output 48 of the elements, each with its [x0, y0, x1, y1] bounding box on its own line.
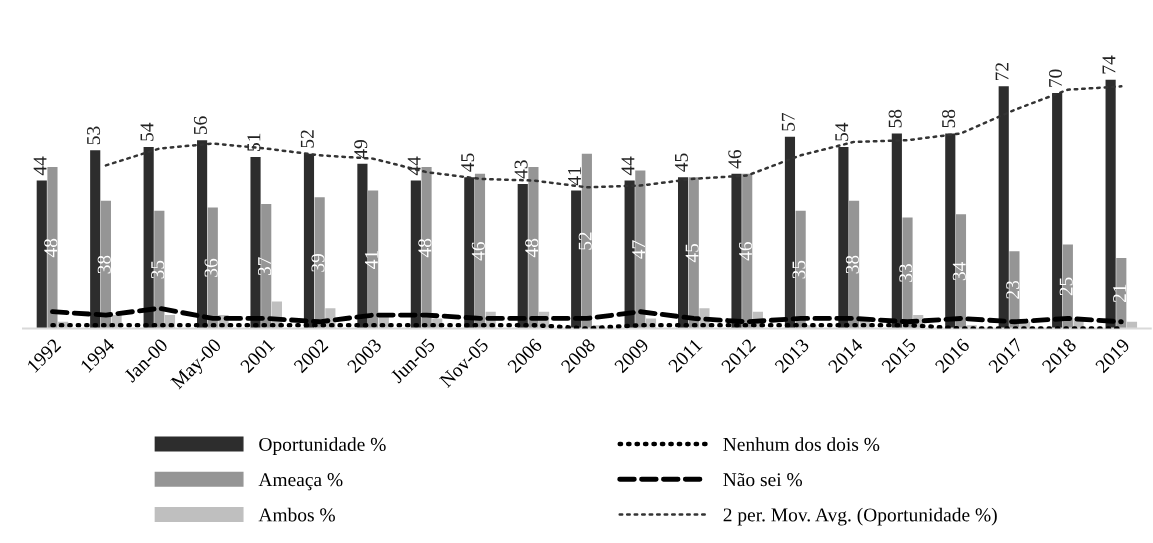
data-label: 45: [685, 243, 699, 263]
data-label: 56: [193, 116, 207, 135]
data-label: 23: [1006, 280, 1020, 299]
data-label: 72: [995, 63, 1009, 81]
data-label: 48: [44, 238, 58, 258]
data-label: 74: [1102, 55, 1116, 74]
data-label: 38: [845, 255, 859, 274]
data-label: 43: [514, 160, 528, 179]
data-label: 33: [899, 264, 913, 282]
data-label: 36: [204, 258, 218, 277]
legend-label: Nenhum dos dois %: [723, 437, 880, 452]
data-label: 47: [632, 240, 645, 259]
data-label: 39: [311, 254, 325, 272]
data-label: 35: [151, 260, 165, 279]
data-label: 34: [952, 261, 966, 281]
legend-label: Oportunidade %: [259, 437, 386, 455]
data-label: 38: [97, 255, 111, 274]
data-label: 41: [364, 251, 378, 269]
data-label: 44: [621, 156, 635, 176]
data-label: 48: [525, 238, 539, 258]
data-label: 25: [1059, 277, 1073, 296]
data-label: 53: [87, 126, 101, 145]
x-tick-label: 2001: [239, 338, 276, 374]
data-label: 45: [461, 153, 475, 172]
data-label: 35: [792, 260, 806, 279]
legend-label: 2 per. Mov. Avg. (Oportunidade %): [723, 507, 997, 526]
data-label: 54: [835, 122, 849, 141]
data-label: 41: [568, 167, 581, 186]
legend-label: Não sei %: [723, 472, 803, 487]
legend-label: Ameaça %: [258, 473, 343, 491]
x-tick-label: 2011: [667, 338, 703, 373]
data-label: 52: [300, 130, 314, 148]
data-label: 37: [258, 257, 272, 276]
data-label: 58: [942, 109, 956, 128]
data-label: 21: [1113, 284, 1126, 303]
data-label: 46: [471, 242, 485, 261]
legend-label: Ambos %: [258, 507, 335, 522]
data-label: 57: [781, 112, 795, 131]
data-label: 46: [728, 149, 742, 169]
data-label: 45: [674, 153, 688, 172]
data-label: 48: [418, 238, 432, 258]
data-label: 52: [578, 232, 592, 250]
data-label: 70: [1048, 69, 1063, 87]
data-label: 46: [739, 242, 753, 261]
data-label: 54: [140, 122, 154, 141]
data-label: 58: [888, 109, 902, 128]
data-label: 49: [354, 140, 368, 159]
data-label: 44: [33, 156, 47, 176]
